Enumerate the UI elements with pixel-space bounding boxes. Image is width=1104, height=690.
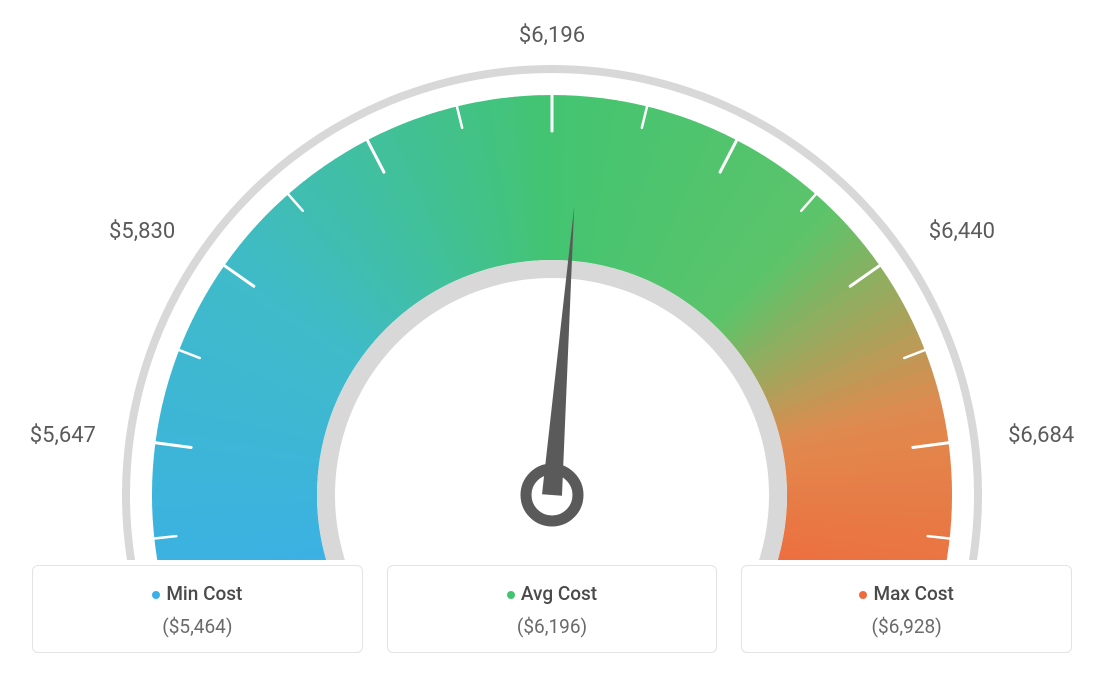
legend-card-avg: Avg Cost ($6,196): [387, 565, 718, 653]
legend-title-avg-text: Avg Cost: [521, 582, 597, 605]
legend-row: Min Cost ($5,464) Avg Cost ($6,196) Max …: [32, 565, 1072, 653]
legend-card-min: Min Cost ($5,464): [32, 565, 363, 653]
legend-title-max: Max Cost: [752, 582, 1061, 605]
legend-dot-max: [859, 591, 867, 599]
svg-text:$6,440: $6,440: [929, 219, 995, 244]
svg-text:$6,196: $6,196: [519, 23, 585, 48]
legend-title-max-text: Max Cost: [873, 582, 953, 605]
legend-card-max: Max Cost ($6,928): [741, 565, 1072, 653]
cost-gauge-chart: $5,464$5,647$5,830$6,196$6,440$6,684$6,9…: [0, 0, 1104, 690]
legend-title-min: Min Cost: [43, 582, 352, 605]
legend-value-max: ($6,928): [752, 615, 1061, 638]
legend-dot-avg: [507, 591, 515, 599]
gauge-svg: $5,464$5,647$5,830$6,196$6,440$6,684$6,9…: [0, 0, 1104, 560]
legend-value-min: ($5,464): [43, 615, 352, 638]
legend-title-avg: Avg Cost: [398, 582, 707, 605]
legend-dot-min: [152, 591, 160, 599]
legend-value-avg: ($6,196): [398, 615, 707, 638]
svg-text:$6,684: $6,684: [1008, 423, 1074, 448]
legend-title-min-text: Min Cost: [166, 582, 242, 605]
svg-text:$5,647: $5,647: [30, 423, 96, 448]
svg-text:$5,830: $5,830: [109, 219, 175, 244]
